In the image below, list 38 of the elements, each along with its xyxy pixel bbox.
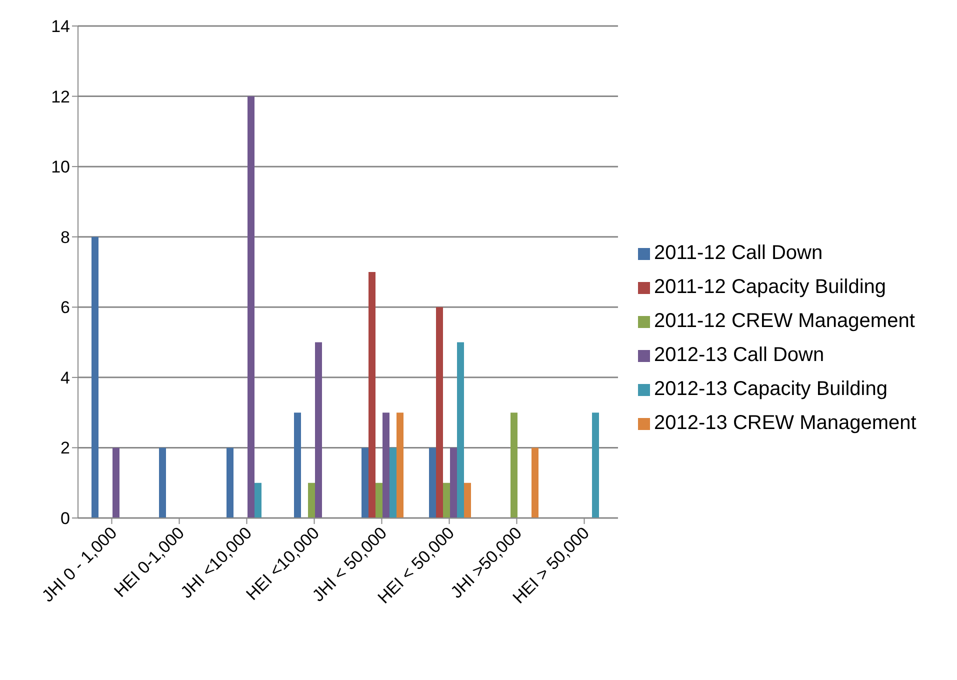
bar (308, 482, 315, 518)
y-tick-label: 10 (51, 158, 70, 177)
y-tick-label: 0 (60, 509, 70, 528)
bar (226, 448, 234, 518)
bar (248, 96, 254, 518)
bar (436, 307, 443, 518)
bar (464, 482, 471, 518)
bar (112, 448, 120, 518)
y-tick-label: 4 (60, 368, 70, 388)
bar (362, 448, 368, 518)
y-tick-label: 14 (51, 17, 70, 36)
bar (532, 448, 538, 518)
bar (450, 448, 457, 518)
bar (457, 342, 464, 518)
bar (159, 448, 166, 518)
bar (376, 482, 382, 518)
legend-label: 2011-12 Call Down (654, 242, 823, 264)
bar (368, 272, 376, 518)
bar (396, 412, 404, 518)
bar (294, 412, 301, 518)
bar (315, 342, 322, 518)
bar (443, 482, 450, 518)
bar (92, 236, 98, 518)
y-tick-label: 6 (60, 298, 70, 318)
y-tick-label: 8 (60, 228, 70, 247)
legend-label: 2012-13 Call Down (654, 344, 824, 366)
legend-label: 2012-13 CREW Management (654, 412, 916, 434)
bar (390, 448, 396, 518)
legend-label: 2011-12 CREW Management (654, 310, 915, 332)
legend-label: 2012-13 Capacity Building (654, 378, 888, 400)
y-tick-label: 2 (60, 438, 70, 458)
bar (510, 412, 518, 518)
bar (382, 412, 390, 518)
legend-label: 2011-12 Capacity Building (654, 276, 886, 298)
y-tick-label: 12 (51, 87, 70, 106)
bar (429, 448, 436, 518)
bar (254, 482, 262, 518)
bar (592, 412, 599, 518)
